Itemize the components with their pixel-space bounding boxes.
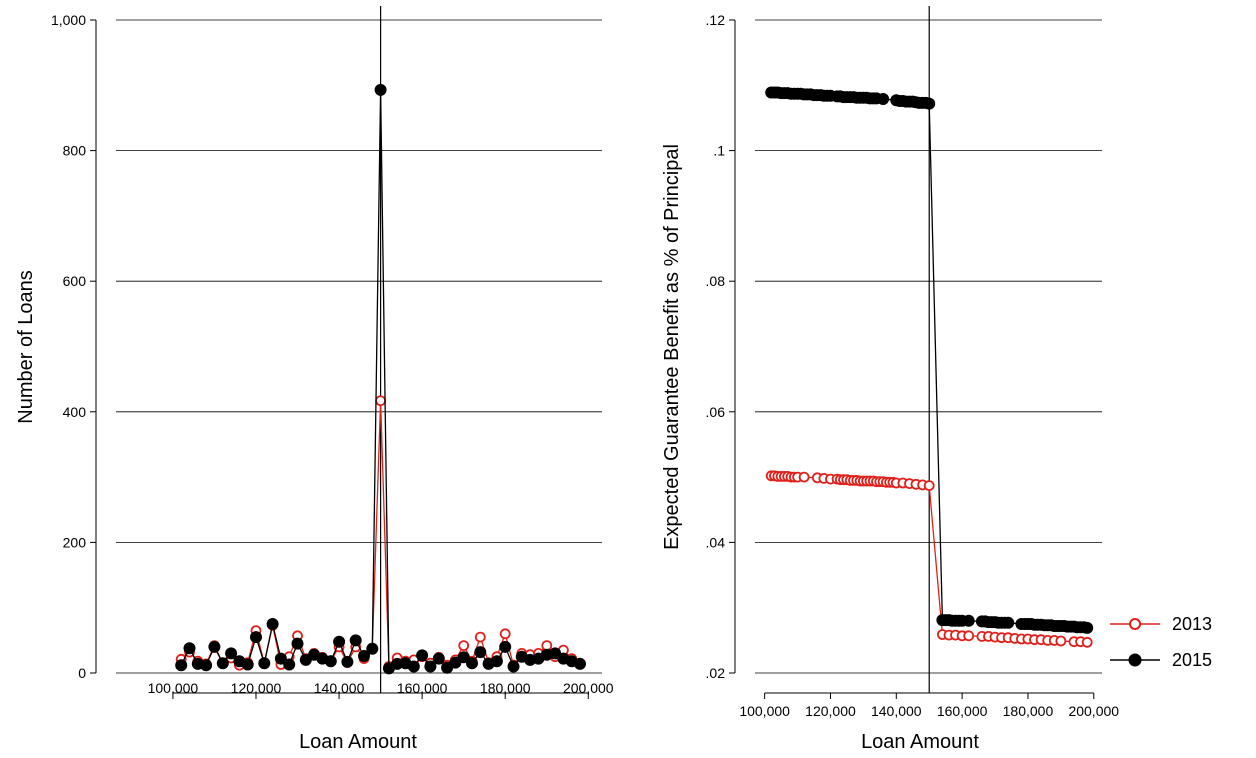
data-point-2015 bbox=[474, 646, 487, 659]
x-tick-label: 120,000 bbox=[231, 680, 282, 696]
data-point-2013 bbox=[474, 631, 486, 643]
data-point-2015 bbox=[374, 83, 387, 96]
y-tick-label: 200 bbox=[63, 534, 87, 550]
data-point-2015 bbox=[507, 660, 520, 673]
data-point-2015 bbox=[416, 649, 429, 662]
data-point-2015 bbox=[457, 651, 470, 664]
x-tick-label: 160,000 bbox=[937, 703, 988, 719]
x-tick-label: 120,000 bbox=[805, 703, 856, 719]
x-axis-title: Loan Amount bbox=[861, 731, 979, 753]
y-axis-title: Number of Loans bbox=[15, 270, 37, 423]
data-point-2015 bbox=[962, 614, 975, 627]
data-point-2015 bbox=[358, 650, 370, 662]
legend-label-2015: 2015 bbox=[1172, 650, 1212, 670]
x-tick-label: 160,000 bbox=[397, 680, 448, 696]
data-point-2013 bbox=[1055, 635, 1067, 647]
data-point-2015 bbox=[432, 652, 445, 665]
legend-item-2015: 2015 bbox=[1110, 650, 1212, 670]
data-point-2015 bbox=[274, 652, 287, 665]
data-point-2015 bbox=[208, 640, 221, 653]
legend: 2013 2015 bbox=[1110, 614, 1212, 670]
data-point-2015 bbox=[490, 655, 503, 668]
y-tick-label: .12 bbox=[706, 12, 726, 28]
x-tick-label: 200,000 bbox=[1068, 703, 1119, 719]
y-tick-label: 600 bbox=[63, 273, 87, 289]
x-tick-label: 140,000 bbox=[871, 703, 922, 719]
x-tick-label: 180,000 bbox=[480, 680, 531, 696]
data-point-2015 bbox=[923, 97, 936, 110]
data-point-2015 bbox=[175, 659, 188, 672]
x-axis-title: Loan Amount bbox=[299, 731, 417, 753]
data-point-2015 bbox=[324, 655, 337, 668]
y-tick-label: 400 bbox=[63, 404, 87, 420]
y-tick-label: .08 bbox=[706, 273, 726, 289]
data-point-2015 bbox=[291, 637, 304, 650]
data-point-2015 bbox=[183, 642, 196, 655]
y-tick-label: 1,000 bbox=[51, 12, 86, 28]
y-axis-title: Expected Guarantee Benefit as % of Princ… bbox=[661, 144, 683, 550]
data-point-2015 bbox=[574, 657, 586, 670]
data-point-2013 bbox=[963, 630, 975, 642]
data-point-2015 bbox=[216, 657, 229, 670]
data-point-2015 bbox=[424, 660, 437, 673]
data-point-2013 bbox=[499, 628, 511, 640]
legend-label-2013: 2013 bbox=[1172, 614, 1212, 634]
x-tick-label: 200,000 bbox=[563, 680, 614, 696]
data-point-2015 bbox=[1081, 621, 1094, 634]
data-point-2015 bbox=[250, 631, 262, 644]
data-point-2015 bbox=[258, 657, 271, 670]
data-point-2015 bbox=[1002, 616, 1015, 629]
data-point-2015 bbox=[407, 660, 420, 673]
y-tick-label: .06 bbox=[706, 404, 726, 420]
legend-item-2013: 2013 bbox=[1110, 614, 1212, 634]
y-tick-label: .04 bbox=[706, 534, 726, 550]
y-tick-label: .02 bbox=[706, 665, 726, 681]
data-point-2013 bbox=[375, 395, 387, 407]
data-point-2015 bbox=[366, 642, 379, 655]
data-point-2015 bbox=[877, 93, 890, 105]
x-tick-label: 180,000 bbox=[1003, 703, 1054, 719]
data-point-2013 bbox=[458, 640, 470, 651]
data-point-2015 bbox=[241, 658, 254, 671]
y-tick-label: 800 bbox=[63, 143, 87, 159]
y-tick-label: 0 bbox=[78, 665, 86, 681]
data-point-2015 bbox=[499, 640, 512, 653]
data-point-2015 bbox=[466, 657, 478, 670]
data-point-2013 bbox=[798, 471, 810, 483]
y-tick-label: .1 bbox=[713, 143, 725, 159]
x-tick-label: 100,000 bbox=[148, 680, 199, 696]
data-point-2015 bbox=[283, 658, 296, 671]
data-point-2015 bbox=[266, 618, 279, 630]
data-point-2015 bbox=[341, 655, 354, 668]
x-tick-label: 140,000 bbox=[314, 680, 365, 696]
data-point-2015 bbox=[200, 659, 213, 672]
x-tick-label: 100,000 bbox=[739, 703, 790, 719]
left-chart-panel: 0 200 400 600 800 1,000 100,000 120,000 140,000 1… bbox=[15, 6, 614, 753]
right-chart-panel: .02 .04 .06 .08 .1 .12 100,000 120,000 140,000 16… bbox=[661, 6, 1119, 753]
data-point-2013 bbox=[923, 480, 935, 492]
data-point-2015 bbox=[349, 634, 362, 647]
data-point-2013 bbox=[1081, 636, 1093, 648]
data-point-2015 bbox=[225, 647, 238, 660]
data-point-2015 bbox=[333, 635, 346, 648]
